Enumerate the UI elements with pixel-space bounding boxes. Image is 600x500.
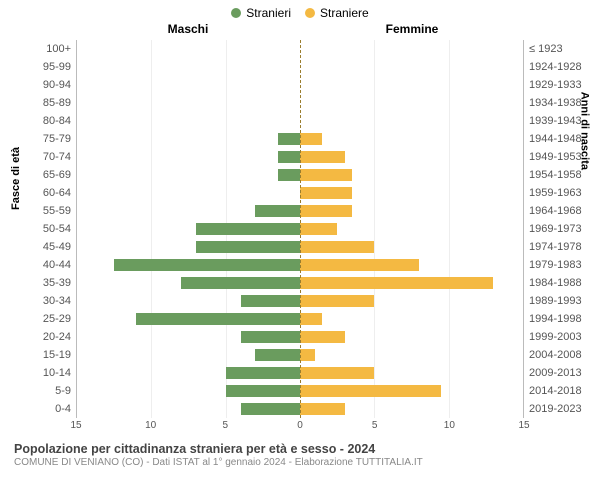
- column-headers: Maschi Femmine: [76, 22, 524, 36]
- birth-year-label: 1964-1968: [523, 205, 582, 217]
- age-label: 95-99: [43, 61, 77, 73]
- x-tick-label: 5: [372, 420, 378, 431]
- legend-swatch-female: [305, 8, 315, 18]
- age-label: 10-14: [43, 367, 77, 379]
- age-label: 45-49: [43, 241, 77, 253]
- bar-female: [300, 295, 374, 308]
- bar-male: [181, 277, 300, 290]
- birth-year-label: 2014-2018: [523, 385, 582, 397]
- chart-footer: Popolazione per cittadinanza straniera p…: [14, 442, 586, 468]
- birth-year-label: 1939-1943: [523, 115, 582, 127]
- birth-year-label: 1929-1933: [523, 79, 582, 91]
- age-label: 90-94: [43, 79, 77, 91]
- birth-year-label: 1959-1963: [523, 187, 582, 199]
- x-tick-label: 5: [223, 420, 229, 431]
- bar-female: [300, 313, 322, 326]
- birth-year-label: 1934-1938: [523, 97, 582, 109]
- age-label: 100+: [46, 43, 77, 55]
- age-label: 70-74: [43, 151, 77, 163]
- age-label: 0-4: [55, 403, 77, 415]
- birth-year-label: 1989-1993: [523, 295, 582, 307]
- age-label: 60-64: [43, 187, 77, 199]
- bar-female: [300, 385, 441, 398]
- birth-year-label: 1969-1973: [523, 223, 582, 235]
- population-pyramid-chart: Stranieri Straniere Maschi Femmine Fasce…: [0, 0, 600, 500]
- plot-area: 100+≤ 192395-991924-192890-941929-193385…: [76, 40, 524, 418]
- bar-female: [300, 223, 337, 236]
- chart-title: Popolazione per cittadinanza straniera p…: [14, 442, 586, 456]
- bar-female: [300, 349, 315, 362]
- birth-year-label: 2009-2013: [523, 367, 582, 379]
- x-tick-label: 10: [444, 420, 455, 431]
- legend-label-female: Straniere: [320, 6, 369, 20]
- birth-year-label: 1974-1978: [523, 241, 582, 253]
- chart-subtitle: COMUNE DI VENIANO (CO) - Dati ISTAT al 1…: [14, 457, 586, 468]
- birth-year-label: 2004-2008: [523, 349, 582, 361]
- age-label: 85-89: [43, 97, 77, 109]
- legend-swatch-male: [231, 8, 241, 18]
- x-tick-label: 15: [518, 420, 529, 431]
- age-label: 40-44: [43, 259, 77, 271]
- birth-year-label: ≤ 1923: [523, 43, 563, 55]
- bar-male: [278, 169, 300, 182]
- birth-year-label: 1924-1928: [523, 61, 582, 73]
- bar-male: [255, 349, 300, 362]
- age-label: 75-79: [43, 133, 77, 145]
- legend: Stranieri Straniere: [0, 0, 600, 22]
- birth-year-label: 2019-2023: [523, 403, 582, 415]
- bar-female: [300, 403, 345, 416]
- bar-male: [226, 367, 300, 380]
- birth-year-label: 1949-1953: [523, 151, 582, 163]
- bar-male: [226, 385, 300, 398]
- bar-female: [300, 169, 352, 182]
- legend-item-female: Straniere: [305, 6, 369, 20]
- bar-male: [196, 223, 300, 236]
- x-tick-label: 0: [297, 420, 303, 431]
- bar-female: [300, 277, 493, 290]
- bar-female: [300, 187, 352, 200]
- header-male: Maschi: [76, 22, 300, 36]
- x-tick-label: 10: [145, 420, 156, 431]
- bar-male: [241, 403, 300, 416]
- age-label: 25-29: [43, 313, 77, 325]
- birth-year-label: 1944-1948: [523, 133, 582, 145]
- bar-female: [300, 259, 419, 272]
- bar-male: [136, 313, 300, 326]
- age-label: 15-19: [43, 349, 77, 361]
- bar-female: [300, 205, 352, 218]
- legend-item-male: Stranieri: [231, 6, 291, 20]
- y-axis-title-left: Fasce di età: [10, 147, 22, 210]
- legend-label-male: Stranieri: [246, 6, 291, 20]
- bar-male: [241, 331, 300, 344]
- bar-male: [196, 241, 300, 254]
- birth-year-label: 1994-1998: [523, 313, 582, 325]
- header-female: Femmine: [300, 22, 524, 36]
- bar-female: [300, 133, 322, 146]
- bar-male: [255, 205, 300, 218]
- age-label: 5-9: [55, 385, 77, 397]
- bar-female: [300, 331, 345, 344]
- x-tick-label: 15: [70, 420, 81, 431]
- bar-female: [300, 151, 345, 164]
- age-label: 30-34: [43, 295, 77, 307]
- birth-year-label: 1984-1988: [523, 277, 582, 289]
- age-label: 50-54: [43, 223, 77, 235]
- age-label: 35-39: [43, 277, 77, 289]
- bar-male: [278, 133, 300, 146]
- age-label: 80-84: [43, 115, 77, 127]
- age-label: 20-24: [43, 331, 77, 343]
- birth-year-label: 1999-2003: [523, 331, 582, 343]
- center-axis-line: [300, 40, 301, 418]
- bar-male: [278, 151, 300, 164]
- age-label: 55-59: [43, 205, 77, 217]
- x-axis: 15105051015: [76, 418, 524, 436]
- bar-male: [241, 295, 300, 308]
- age-label: 65-69: [43, 169, 77, 181]
- bar-male: [114, 259, 300, 272]
- birth-year-label: 1979-1983: [523, 259, 582, 271]
- bar-female: [300, 241, 374, 254]
- bar-female: [300, 367, 374, 380]
- birth-year-label: 1954-1958: [523, 169, 582, 181]
